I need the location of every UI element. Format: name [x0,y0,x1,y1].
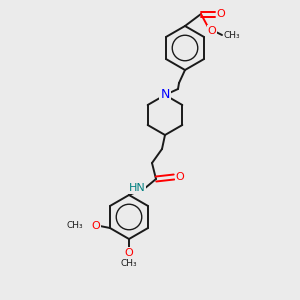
Text: HN: HN [129,183,146,193]
Text: CH₃: CH₃ [223,31,240,40]
Text: O: O [208,26,216,36]
Text: O: O [92,221,100,231]
Text: O: O [217,9,225,19]
Text: CH₃: CH₃ [66,221,83,230]
Text: O: O [124,248,134,258]
Text: N: N [160,88,170,101]
Text: CH₃: CH₃ [121,259,137,268]
Text: O: O [176,172,184,182]
